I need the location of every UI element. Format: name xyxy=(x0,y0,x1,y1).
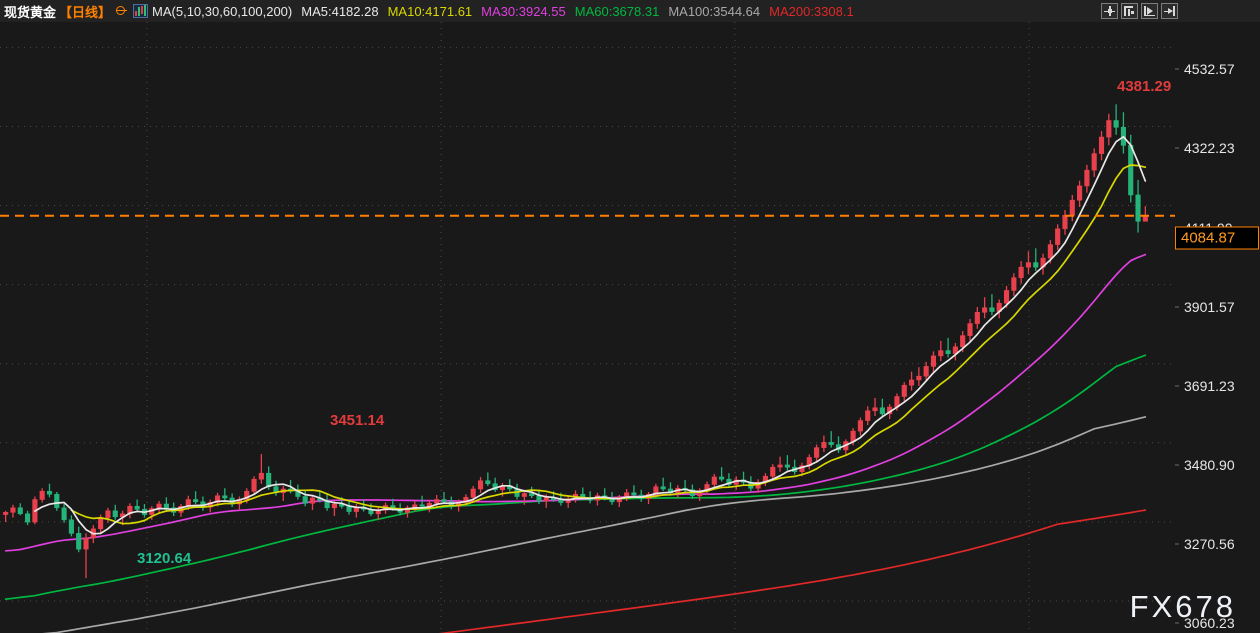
price-axis-tick xyxy=(1175,147,1179,149)
price-axis-label: 3270.56 xyxy=(1184,535,1235,552)
chart-toolbar xyxy=(1101,3,1178,19)
ma200-line xyxy=(438,509,1147,633)
price-axis-label: 4322.23 xyxy=(1184,140,1235,157)
ma10-value: MA10:4171.61 xyxy=(387,3,473,19)
zoom-in-button[interactable] xyxy=(1141,3,1158,19)
price-axis-label: 3901.57 xyxy=(1184,298,1235,315)
chart-canvas xyxy=(0,22,1175,633)
jump-to-latest-icon-triangle xyxy=(1168,7,1173,14)
ma-config-label: MA(5,10,30,60,100,200) xyxy=(152,3,293,19)
zoom-out-icon-top xyxy=(1124,6,1133,8)
ma30-value: MA30:3924.55 xyxy=(481,3,566,19)
zoom-out-icon-dot xyxy=(1131,11,1134,14)
crosshair-move-icon-center xyxy=(1107,9,1112,13)
price-axis-tick xyxy=(1175,385,1179,387)
period-label[interactable]: 【日线】 xyxy=(59,4,112,20)
price-axis-tick xyxy=(1175,543,1179,545)
symbol-name: 现货黄金 xyxy=(4,4,57,20)
zoom-out-icon-bar xyxy=(1124,6,1126,16)
price-axis-tick xyxy=(1175,622,1179,624)
ma5-value: MA5:4182.28 xyxy=(301,3,379,19)
jump-to-latest-icon-bar xyxy=(1173,6,1175,16)
price-axis-tick xyxy=(1175,68,1179,70)
candlestick-icon-bar-1 xyxy=(135,11,138,16)
price-axis-label: 3060.23 xyxy=(1184,614,1235,631)
watermark: FX678 xyxy=(1129,589,1236,624)
price-axis-label: 3691.23 xyxy=(1184,377,1235,394)
chart-header: 现货黄金 【日线】 MA(5,10,30,60,100,200) MA5:418… xyxy=(0,0,1260,22)
ma200-value: MA200:3308.1 xyxy=(769,3,854,19)
price-axis-tick xyxy=(1175,306,1179,308)
candlestick-icon-bar-3 xyxy=(141,6,144,14)
crosshair-circle-icon[interactable] xyxy=(116,5,128,17)
ma100-value: MA100:3544.64 xyxy=(668,3,761,19)
price-axis-label: 4532.57 xyxy=(1184,61,1235,78)
high-annotation: 4381.29 xyxy=(1117,78,1172,95)
current-price-badge[interactable]: 4084.87 xyxy=(1175,226,1259,250)
price-axis[interactable]: 4532.574322.234111.903901.573691.233480.… xyxy=(1175,22,1260,633)
ma100-line xyxy=(41,416,1147,633)
crosshair-move-button[interactable] xyxy=(1101,3,1118,19)
candlestick-icon-bar-4 xyxy=(144,5,147,16)
chart-plot-area[interactable]: 4381.29 3451.14 3120.64 xyxy=(0,22,1175,633)
jump-to-latest-button[interactable] xyxy=(1161,3,1178,19)
price-axis-label: 3480.90 xyxy=(1184,456,1235,473)
zoom-in-icon-bottom xyxy=(1144,14,1155,16)
low-annotation: 3120.64 xyxy=(137,550,192,567)
zoom-in-icon-triangle xyxy=(1147,7,1153,15)
candlestick-series xyxy=(3,104,1148,579)
ma30-line xyxy=(4,253,1147,552)
current-price-value: 4084.87 xyxy=(1181,229,1236,247)
zoom-in-icon-bar xyxy=(1144,6,1146,16)
candlestick-icon-bar-2 xyxy=(138,7,141,16)
ma5-line xyxy=(34,135,1147,535)
zoom-out-button[interactable] xyxy=(1121,3,1138,19)
swing-annotation: 3451.14 xyxy=(330,412,385,429)
ma10-line xyxy=(70,164,1147,525)
price-axis-tick xyxy=(1175,464,1179,466)
ma60-value: MA60:3678.31 xyxy=(574,3,660,19)
candlestick-icon[interactable] xyxy=(133,4,149,18)
zoom-out-icon-mid xyxy=(1128,9,1130,16)
